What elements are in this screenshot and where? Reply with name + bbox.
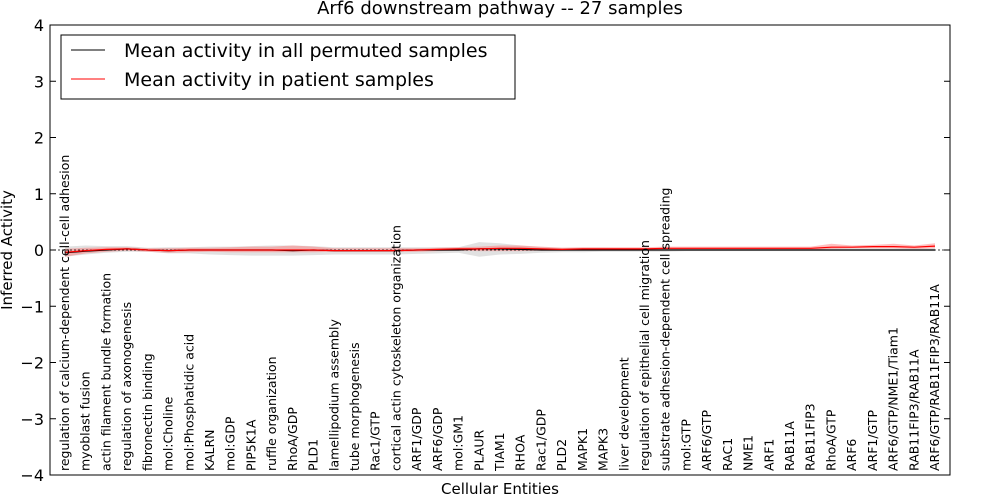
- series-lines: [50, 245, 950, 254]
- x-category-label: ruffle organization: [264, 356, 279, 471]
- x-category-label: regulation of epithelial cell migration: [637, 240, 652, 471]
- x-category-label: mol:GDP: [223, 416, 238, 471]
- x-category-label: ARF6/GTP: [699, 410, 714, 471]
- x-category-label: ARF6: [844, 439, 859, 471]
- x-category-label: TIAM1: [492, 432, 507, 472]
- legend-label-permuted: Mean activity in all permuted samples: [124, 40, 487, 62]
- x-category-label: PLD2: [554, 439, 569, 471]
- x-category-label: RhoA/GDP: [285, 407, 300, 471]
- legend-label-patient: Mean activity in patient samples: [124, 69, 434, 91]
- x-category-label: RAB11A: [782, 421, 797, 471]
- x-category-label: ARF1/GTP: [865, 410, 880, 471]
- x-category-label: RhoA/GTP: [823, 409, 838, 471]
- x-category-label: NME1: [741, 435, 756, 471]
- legend-box: [60, 34, 516, 100]
- x-category-label: fibronectin binding: [140, 353, 155, 471]
- y-axis: −4 −3 −2 −1 0 1 2 3 4: [20, 16, 950, 485]
- x-category-label: ARF1: [761, 439, 776, 471]
- x-category-label: ARF1/GDP: [409, 407, 424, 471]
- x-category-label: Rac1/GTP: [368, 411, 383, 471]
- x-category-label: RHOA: [513, 434, 528, 471]
- x-category-label: RAC1: [720, 438, 735, 471]
- x-category-label: tube morphogenesis: [347, 342, 362, 471]
- x-category-label: Rac1/GDP: [533, 409, 548, 471]
- y-tick-label: 4: [34, 16, 44, 35]
- x-category-label: regulation of axonogenesis: [119, 302, 134, 471]
- x-category-label: lamellipodium assembly: [326, 319, 341, 471]
- y-tick-label: −1: [20, 297, 44, 316]
- x-category-label: liver development: [616, 357, 631, 471]
- x-category-label: ARF6/GTP/RAB11FIP3/RAB11A: [927, 284, 942, 471]
- chart-title: Arf6 downstream pathway -- 27 samples: [317, 0, 683, 19]
- x-category-label: PIP5K1A: [243, 419, 258, 471]
- x-category-label: mol:GTP: [678, 419, 693, 471]
- series-line-patient: [64, 245, 936, 253]
- y-tick-label: 1: [34, 185, 44, 204]
- y-tick-label: 3: [34, 72, 44, 91]
- x-category-label: regulation of calcium-dependent cell-cel…: [57, 155, 72, 471]
- category-labels: regulation of calcium-dependent cell-cel…: [57, 155, 942, 472]
- x-category-label: PLAUR: [471, 430, 486, 471]
- y-tick-label: −4: [20, 466, 44, 485]
- x-category-label: RAB11FIP3/RAB11A: [906, 349, 921, 471]
- y-tick-label: −2: [20, 354, 44, 373]
- x-category-label: MAPK1: [575, 428, 590, 471]
- x-axis-label: Cellular Entities: [441, 480, 559, 498]
- x-category-label: mol:Choline: [161, 396, 176, 471]
- x-category-label: substrate adhesion-dependent cell spread…: [658, 188, 673, 471]
- x-category-label: PLD1: [306, 439, 321, 471]
- x-category-label: cortical actin cytoskeleton organization: [388, 225, 403, 471]
- x-category-label: ARF6/GTP/NME1/Tiam1: [886, 327, 901, 471]
- x-category-label: myoblast fusion: [78, 371, 93, 471]
- x-category-label: RAB11FIP3: [803, 403, 818, 471]
- y-tick-label: −3: [20, 410, 44, 429]
- y-tick-label: 0: [34, 241, 44, 260]
- x-category-label: actin filament bundle formation: [98, 273, 113, 471]
- x-category-label: KALRN: [202, 429, 217, 471]
- x-category-label: ARF6/GDP: [430, 407, 445, 471]
- y-axis-label: Inferred Activity: [0, 190, 16, 310]
- x-category-label: MAPK3: [596, 428, 611, 471]
- x-category-label: mol:GM1: [451, 415, 466, 471]
- legend: Mean activity in all permuted samples Me…: [60, 34, 516, 100]
- x-category-label: mol:Phosphatidic acid: [181, 334, 196, 471]
- y-tick-label: 2: [34, 129, 44, 148]
